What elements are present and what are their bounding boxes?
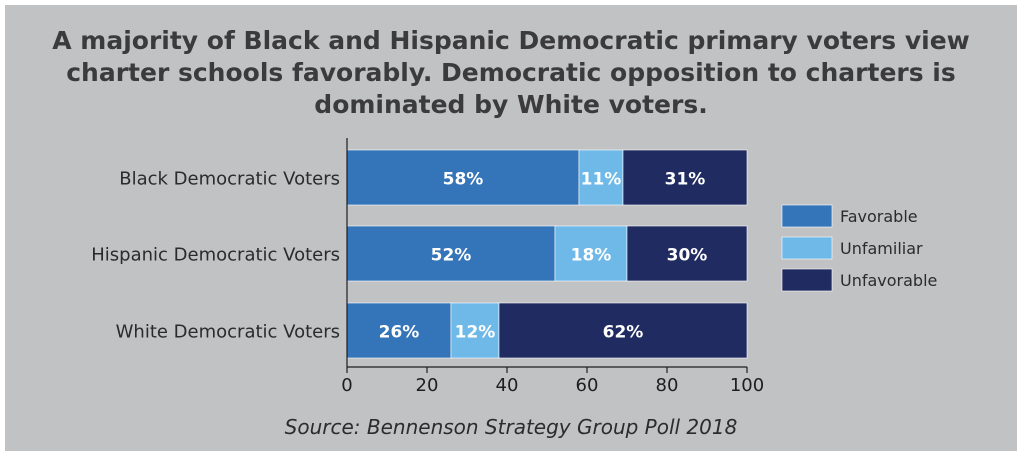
data-label-white-democratic-voters-favorable: 26% — [379, 323, 420, 343]
stacked-bar-chart: 58% 11% 31% Black Democratic Voters 52% 18% 30… — [91, 138, 937, 396]
x-tick-label: 60 — [576, 375, 599, 396]
bar-white-democratic-voters-unfamiliar — [450, 302, 500, 359]
data-label-hispanic-democratic-voters-unfamiliar: 18% — [571, 246, 612, 266]
data-label-white-democratic-voters-unfavorable: 62% — [603, 323, 644, 343]
x-tick-label: 20 — [416, 375, 439, 396]
category-label: Black Democratic Voters — [119, 169, 340, 190]
chart-frame: A majority of Black and Hispanic Democra… — [5, 5, 1017, 451]
legend-label-unfamiliar: Unfamiliar — [840, 239, 923, 258]
legend-swatch-unfamiliar — [781, 236, 833, 260]
chart-source: Source: Bennenson Strategy Group Poll 20… — [284, 415, 738, 439]
chart-title-line-3: dominated by White voters. — [314, 90, 708, 119]
legend-swatch-favorable — [781, 204, 833, 228]
chart-title-line-1: A majority of Black and Hispanic Democra… — [52, 26, 970, 55]
x-tick-label: 0 — [341, 375, 352, 396]
legend-label-unfavorable: Unfavorable — [840, 271, 937, 290]
bar-black-democratic-voters-unfamiliar — [578, 149, 624, 206]
bar-black-democratic-voters-unfavorable — [622, 149, 748, 206]
chart-title: A majority of Black and Hispanic Democra… — [5, 25, 1017, 121]
bar-hispanic-democratic-voters-unfamiliar — [554, 225, 628, 282]
x-tick-label: 100 — [730, 375, 764, 396]
data-label-white-democratic-voters-unfamiliar: 12% — [455, 323, 496, 343]
x-tick-label: 80 — [656, 375, 679, 396]
data-label-black-democratic-voters-unfamiliar: 11% — [581, 170, 622, 190]
data-label-hispanic-democratic-voters-favorable: 52% — [431, 246, 472, 266]
data-label-black-democratic-voters-favorable: 58% — [443, 170, 484, 190]
bar-hispanic-democratic-voters-unfavorable — [626, 225, 748, 282]
data-label-hispanic-democratic-voters-unfavorable: 30% — [667, 246, 708, 266]
category-label: White Democratic Voters — [116, 322, 340, 343]
chart-title-line-2: charter schools favorably. Democratic op… — [66, 58, 956, 87]
bar-white-democratic-voters-favorable — [346, 302, 452, 359]
bar-white-democratic-voters-unfavorable — [498, 302, 748, 359]
legend-swatch-unfavorable — [781, 268, 833, 292]
category-label: Hispanic Democratic Voters — [91, 245, 340, 266]
legend-label-favorable: Favorable — [840, 207, 918, 226]
x-tick-label: 40 — [496, 375, 519, 396]
bar-hispanic-democratic-voters-favorable — [346, 225, 556, 282]
data-label-black-democratic-voters-unfavorable: 31% — [665, 170, 706, 190]
